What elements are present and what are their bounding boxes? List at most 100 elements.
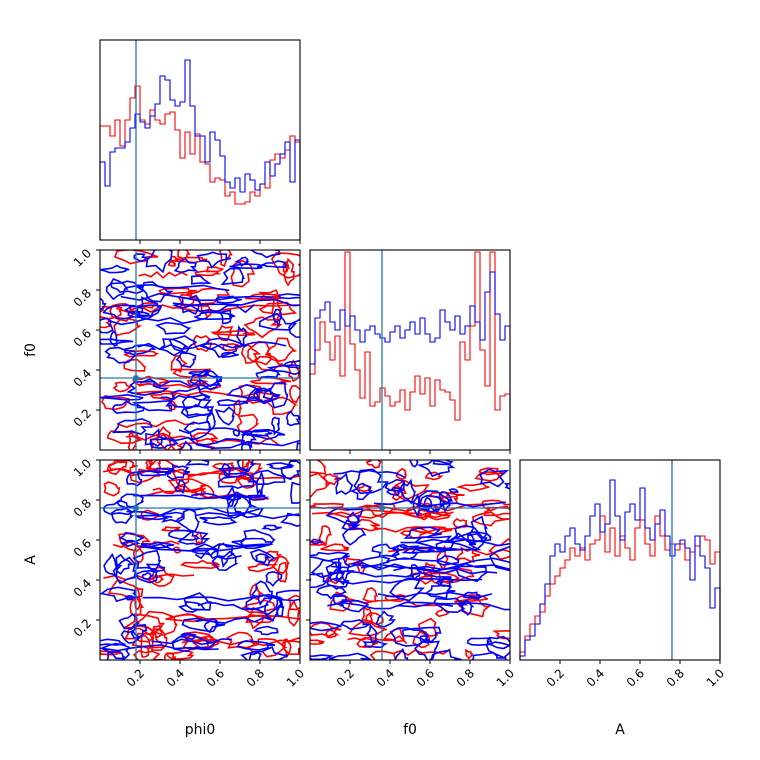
- contour-streak-blue: [195, 439, 300, 450]
- contour-blue: [340, 619, 372, 630]
- contour-blue: [149, 437, 179, 449]
- contour-streak-red: [197, 436, 280, 446]
- contour-blue: [278, 293, 300, 300]
- contour-blue: [174, 479, 186, 494]
- contour-blue: [260, 260, 288, 268]
- contour-blue: [183, 420, 214, 441]
- contour-streak-blue: [197, 601, 269, 611]
- contour-red: [325, 571, 344, 585]
- contour-red: [310, 621, 342, 638]
- contour-red: [455, 482, 490, 492]
- contour-blue: [260, 524, 282, 531]
- contour-red: [170, 355, 189, 374]
- contour-red: [310, 540, 326, 547]
- contour-blue: [416, 460, 456, 477]
- contour-streak-blue: [178, 427, 253, 435]
- contour-streak-blue: [137, 342, 227, 352]
- contour-blue: [310, 654, 334, 660]
- histogram-series-blue: [519, 479, 721, 660]
- contour-blue: [199, 516, 238, 526]
- contour-red: [200, 302, 212, 319]
- contour-blue: [240, 529, 276, 550]
- panel-frame: [309, 249, 511, 451]
- contour-blue: [349, 482, 374, 501]
- contour-streak-blue: [142, 594, 281, 602]
- contour-blue: [255, 369, 281, 379]
- contour-blue: [389, 577, 425, 602]
- contour-blue: [100, 297, 107, 311]
- contour-red: [236, 413, 260, 433]
- contour-red: [101, 394, 130, 411]
- contour-red: [356, 636, 379, 649]
- contour-streak-blue: [126, 283, 230, 292]
- contour-streak-blue: [144, 543, 265, 552]
- contour-blue: [177, 530, 211, 546]
- contour-streak-blue: [333, 469, 406, 479]
- contour-blue: [384, 478, 405, 492]
- contour-blue: [211, 555, 239, 572]
- contour-blue: [310, 621, 342, 632]
- contour-blue: [240, 432, 257, 449]
- contour-blue: [245, 593, 283, 616]
- contour-blue: [418, 494, 447, 513]
- contour-blue: [423, 496, 434, 513]
- contour-streak-red: [312, 508, 454, 519]
- contour-streak-red: [169, 612, 300, 620]
- contour-red: [283, 257, 295, 287]
- contour-blue: [252, 387, 281, 403]
- contour-red: [348, 518, 381, 532]
- contour-blue: [275, 589, 300, 602]
- contour-streak-blue: [108, 316, 208, 326]
- histogram-series-blue: [309, 271, 511, 450]
- contour-red: [422, 562, 438, 578]
- contour-blue: [280, 460, 300, 481]
- contour-blue: [335, 557, 356, 586]
- contour-blue: [479, 468, 510, 488]
- contour-red: [264, 337, 297, 363]
- contour-red: [310, 639, 325, 645]
- contour-blue: [100, 642, 131, 660]
- contour-blue: [151, 467, 176, 474]
- contour-blue: [214, 406, 235, 426]
- truth-point: [379, 505, 385, 511]
- contour-streak-blue: [377, 591, 493, 599]
- contour-blue: [118, 613, 141, 631]
- contour-blue: [233, 494, 253, 517]
- contour-blue: [168, 335, 197, 354]
- panel-frame: [99, 459, 301, 661]
- contour-red: [123, 358, 146, 372]
- contour-blue: [326, 568, 350, 590]
- contour-streak-blue: [331, 562, 459, 571]
- contour-red: [289, 384, 300, 404]
- contour-blue: [216, 398, 249, 407]
- contour-blue: [218, 467, 250, 475]
- contour-blue: [253, 625, 279, 636]
- contour-streak-blue: [160, 394, 210, 401]
- contour-streak-blue: [172, 298, 300, 307]
- contour-blue: [250, 580, 273, 606]
- contour-red: [329, 591, 353, 612]
- contour-streak-blue: [386, 557, 510, 567]
- contour-streak-blue: [151, 638, 232, 646]
- histogram-series-red: [99, 85, 301, 240]
- contour-blue: [391, 544, 410, 551]
- contour-blue: [144, 427, 167, 447]
- contour-blue: [203, 618, 219, 633]
- contour-streak-red: [325, 511, 446, 519]
- contour-red: [243, 316, 283, 339]
- contour-blue: [409, 564, 423, 581]
- contour-blue: [190, 275, 212, 285]
- contour-streak-blue: [126, 506, 262, 517]
- contour-blue: [311, 538, 323, 545]
- contour-blue: [258, 312, 298, 331]
- contour-streak-blue: [139, 378, 222, 388]
- contour-blue: [132, 549, 162, 571]
- contour-blue: [375, 610, 397, 628]
- contour-blue: [102, 304, 144, 320]
- contour-blue: [249, 250, 281, 259]
- contour-streak-blue: [397, 602, 510, 611]
- contour-blue: [125, 471, 143, 487]
- contour-blue: [180, 394, 215, 419]
- contour-blue: [448, 488, 459, 493]
